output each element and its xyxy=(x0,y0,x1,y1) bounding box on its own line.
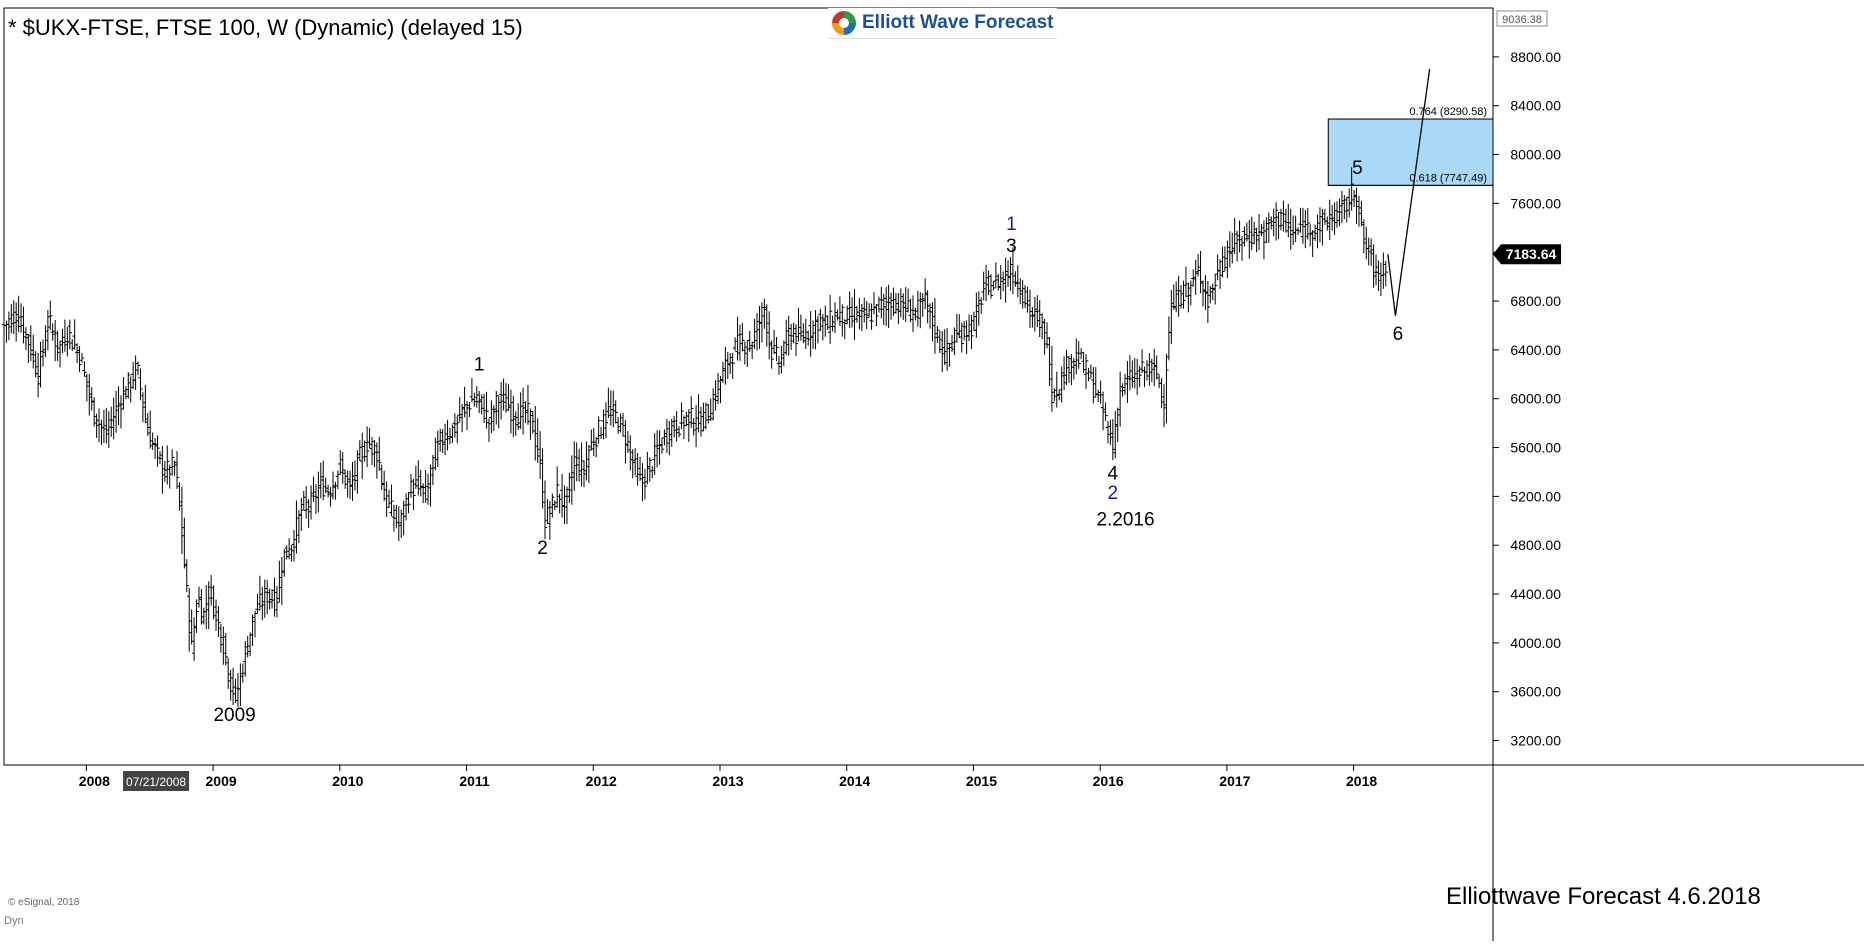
x-tick-label: 2017 xyxy=(1219,773,1250,789)
plot-frame xyxy=(3,7,1494,766)
x-tick-label: 2014 xyxy=(839,773,870,789)
wave-label: 2 xyxy=(537,538,548,559)
y-tick-label: 4000.00 xyxy=(1510,635,1561,651)
cursor-date-box xyxy=(123,771,190,791)
last-price-label: 7183.64 xyxy=(1506,246,1557,262)
wave-label: 2009 xyxy=(213,705,255,726)
projection-path xyxy=(1387,68,1431,316)
y-tick-label: 6400.00 xyxy=(1510,342,1561,358)
dynamic-mode-label[interactable]: Dyn xyxy=(4,915,24,927)
x-tick-label: 2015 xyxy=(966,773,997,789)
x-tick-label: 2013 xyxy=(712,773,743,789)
y-tick-label: 3600.00 xyxy=(1510,684,1561,700)
fib-target-box xyxy=(1327,118,1494,186)
wave-label: 1 xyxy=(1006,214,1017,235)
y-tick-label: 8400.00 xyxy=(1510,98,1561,114)
top-scale-label: 9036.38 xyxy=(1502,14,1542,26)
logo-icon xyxy=(832,11,856,35)
y-tick-label: 5200.00 xyxy=(1510,488,1561,504)
y-tick-label: 8800.00 xyxy=(1510,49,1561,65)
fib-level-label: 0.618 (7747.49) xyxy=(1409,172,1487,184)
x-tick-label: 2016 xyxy=(1093,773,1124,789)
brand-logo: Elliott Wave Forecast xyxy=(828,8,1058,39)
cursor-date-label: 07/21/2008 xyxy=(126,775,186,789)
y-tick-label: 8000.00 xyxy=(1510,147,1561,163)
top-scale-box xyxy=(1496,10,1548,27)
wave-label: 1 xyxy=(474,355,485,376)
x-tick-label: 2010 xyxy=(332,773,363,789)
y-tick-label: 7600.00 xyxy=(1510,195,1561,211)
forecast-watermark: Elliottwave Forecast 4.6.2018 xyxy=(1446,883,1761,910)
logo-text: Elliott Wave Forecast xyxy=(862,12,1054,33)
y-tick-label: 5600.00 xyxy=(1510,440,1561,456)
chart-title: * $UKX-FTSE, FTSE 100, W (Dynamic) (dela… xyxy=(8,15,523,40)
y-tick-label: 4400.00 xyxy=(1510,586,1561,602)
x-tick-label: 2008 xyxy=(79,773,110,789)
wave-label: 6 xyxy=(1393,324,1404,345)
y-tick-label: 6000.00 xyxy=(1510,391,1561,407)
x-tick-label: 2012 xyxy=(586,773,617,789)
wave-label: 3 xyxy=(1006,236,1017,257)
last-price-tag xyxy=(1493,244,1561,265)
y-tick-label: 3200.00 xyxy=(1510,733,1561,749)
wave-label: 2.2016 xyxy=(1096,510,1154,531)
x-tick-label: 2009 xyxy=(206,773,237,789)
x-tick-label: 2011 xyxy=(459,773,490,789)
fib-level-label: 0.764 (8290.58) xyxy=(1409,106,1487,118)
wave-label: 5 xyxy=(1352,158,1363,179)
x-tick-label: 2018 xyxy=(1346,773,1377,789)
wave-label: 2 xyxy=(1108,483,1119,504)
copyright-notice: © eSignal, 2018 xyxy=(8,897,80,908)
y-tick-label: 6800.00 xyxy=(1510,293,1561,309)
y-tick-label: 4800.00 xyxy=(1510,537,1561,553)
price-bars xyxy=(1,167,1388,708)
wave-label: 4 xyxy=(1108,463,1119,484)
